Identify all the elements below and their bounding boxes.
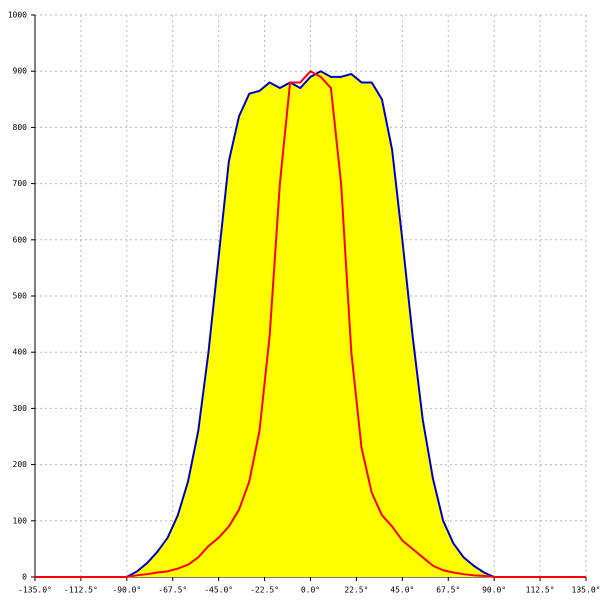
y-tick-label: 400 [13, 348, 28, 357]
x-tick-label: -135.0° [18, 586, 52, 595]
x-tick-label: 135.0° [572, 586, 600, 595]
y-tick-label: 500 [13, 292, 28, 301]
y-tick-label: 1000 [8, 11, 27, 20]
y-tick-label: 900 [13, 67, 28, 76]
x-tick-label: -45.0° [204, 586, 233, 595]
y-tick-label: 600 [13, 235, 28, 244]
x-tick-label: -112.5° [64, 586, 98, 595]
x-tick-label: 0.0° [301, 586, 320, 595]
x-tick-label: 22.5° [344, 586, 368, 595]
x-tick-label: -90.0° [112, 586, 141, 595]
x-tick-label: -67.5° [158, 586, 187, 595]
line [35, 70, 586, 578]
x-tick-label: -22.5° [250, 586, 279, 595]
y-tick-label: 100 [13, 516, 28, 525]
y-tick-label: 0 [22, 573, 27, 582]
x-tick-label: 90.0° [482, 586, 506, 595]
y-tick-label: 300 [13, 404, 28, 413]
line [126, 70, 495, 578]
y-tick-label: 700 [13, 179, 28, 188]
y-tick-label: 200 [13, 460, 28, 469]
x-tick-label: 112.5° [526, 586, 555, 595]
x-tick-label: 67.5° [436, 586, 460, 595]
x-tick-label: 45.0° [390, 586, 414, 595]
area [126, 71, 495, 577]
y-tick-label: 800 [13, 123, 28, 132]
